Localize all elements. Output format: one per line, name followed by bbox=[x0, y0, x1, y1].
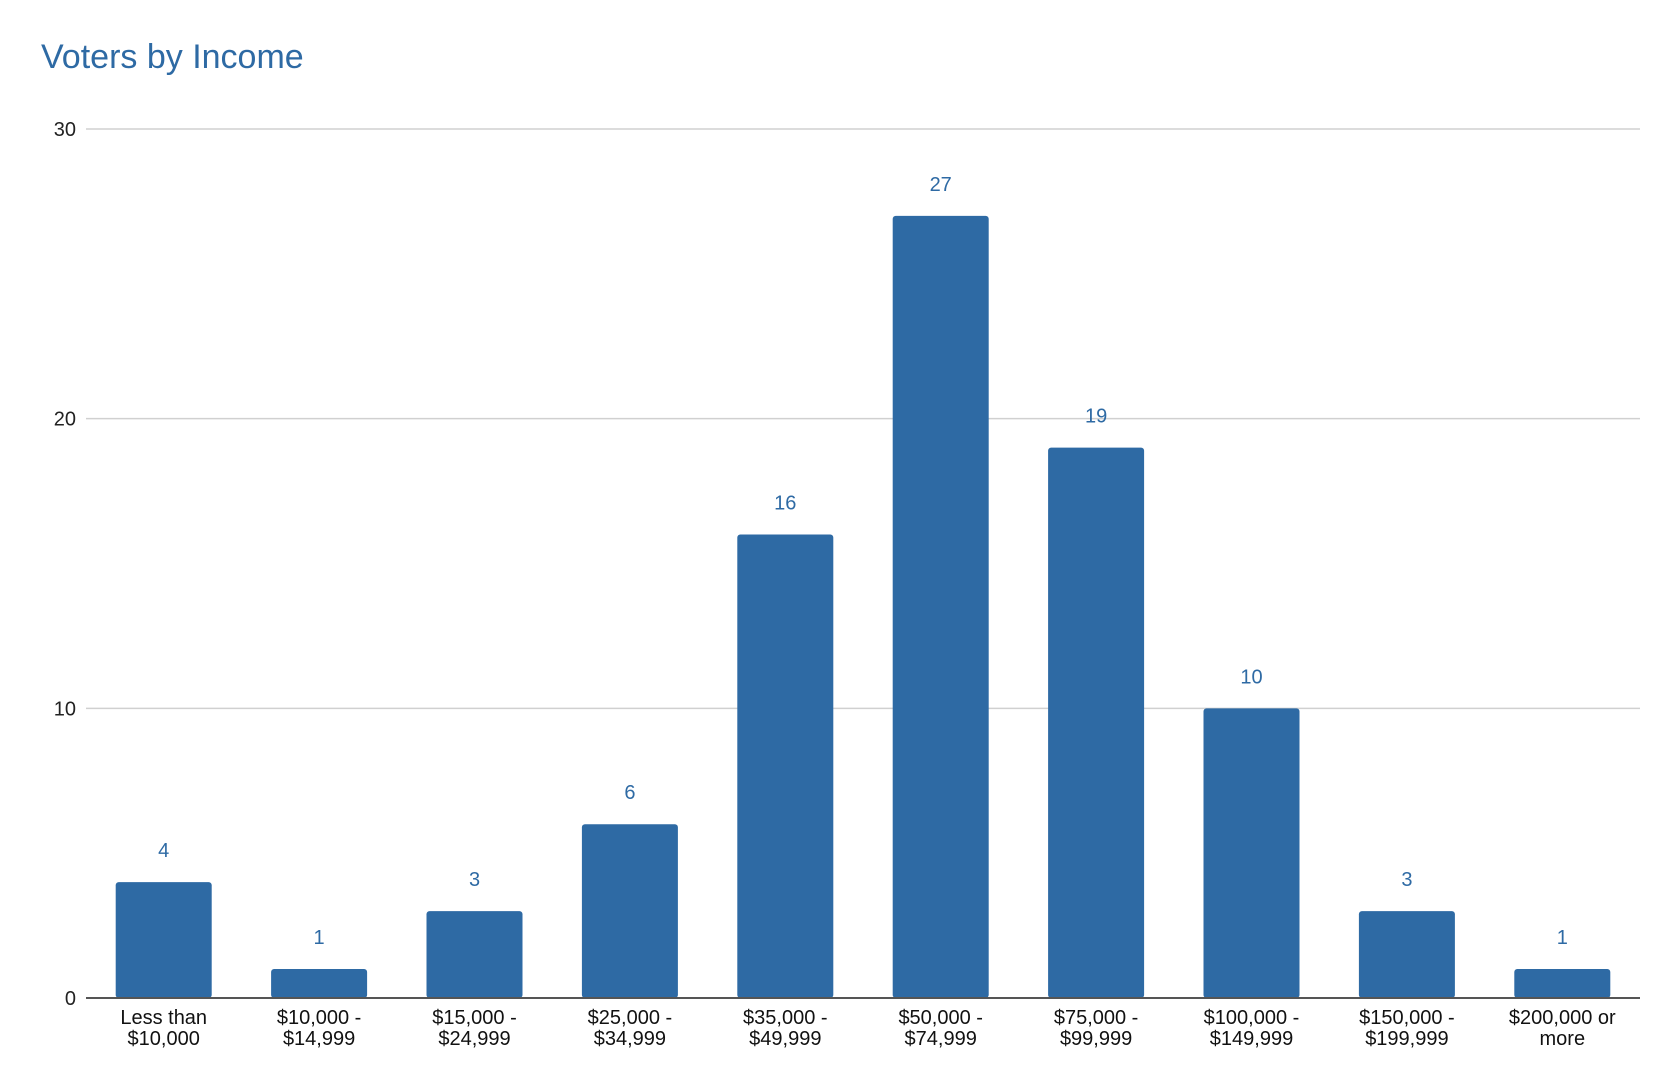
y-axis: 0 10 20 30 bbox=[54, 119, 76, 1010]
data-label: 1 bbox=[1557, 927, 1568, 949]
x-tick-label: Less than $10,000 bbox=[120, 1007, 207, 1050]
data-label: 27 bbox=[930, 174, 952, 196]
bar bbox=[892, 215, 989, 998]
x-tick-label: $200,000 or more bbox=[1509, 1007, 1616, 1050]
y-tick-label: 0 bbox=[65, 988, 76, 1010]
data-label: 3 bbox=[469, 869, 480, 891]
data-label: 16 bbox=[774, 493, 796, 515]
bar bbox=[1358, 911, 1455, 998]
x-tick-label: $35,000 -$49,999 bbox=[743, 1007, 828, 1050]
bar bbox=[581, 824, 678, 998]
x-tick-label: $50,000 -$74,999 bbox=[898, 1007, 983, 1050]
gridlines bbox=[86, 128, 1640, 710]
bar bbox=[737, 534, 834, 998]
x-tick-label: $100,000 -$149,999 bbox=[1204, 1007, 1300, 1050]
bar bbox=[1514, 969, 1611, 998]
data-label: 3 bbox=[1401, 869, 1412, 891]
bar bbox=[426, 911, 523, 998]
x-tick-label: $150,000 -$199,999 bbox=[1359, 1007, 1455, 1050]
y-tick-label: 30 bbox=[54, 119, 76, 141]
x-tick-label: $75,000 -$99,999 bbox=[1054, 1007, 1139, 1050]
x-axis: Less than $10,000 $10,000 -$14,999 $15,000 … bbox=[120, 1007, 1616, 1050]
chart-title: Voters by Income bbox=[41, 38, 304, 76]
bar bbox=[1203, 708, 1300, 998]
bars bbox=[115, 215, 1611, 999]
bar bbox=[271, 969, 368, 998]
data-label: 4 bbox=[158, 840, 169, 862]
data-labels: 4 1 3 6 16 27 19 10 3 1 bbox=[158, 174, 1568, 949]
x-tick-label: $10,000 -$14,999 bbox=[277, 1007, 362, 1050]
x-tick-label: $15,000 -$24,999 bbox=[432, 1007, 517, 1050]
bar bbox=[115, 882, 212, 998]
data-label: 19 bbox=[1085, 406, 1107, 428]
data-label: 6 bbox=[624, 782, 635, 804]
data-label: 10 bbox=[1240, 666, 1262, 688]
bar bbox=[1048, 447, 1145, 999]
y-tick-label: 10 bbox=[54, 698, 76, 720]
x-tick-label: $25,000 -$34,999 bbox=[588, 1007, 673, 1050]
y-tick-label: 20 bbox=[54, 409, 76, 431]
data-label: 1 bbox=[314, 927, 325, 949]
